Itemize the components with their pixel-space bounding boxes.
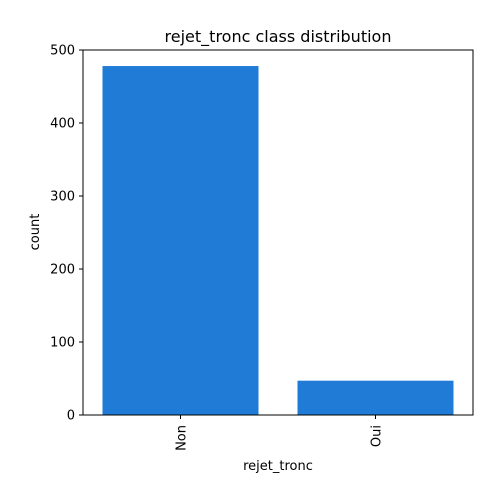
y-tick-label: 200 <box>50 263 75 278</box>
x-tick-label: Oui <box>370 425 385 447</box>
bar-non <box>102 66 259 415</box>
y-tick-label: 400 <box>50 117 75 132</box>
y-tick-label: 500 <box>50 44 75 59</box>
y-tick-label: 0 <box>67 409 75 424</box>
y-axis-ticks: 0 100 200 300 400 500 <box>50 44 83 424</box>
bar-oui <box>297 380 454 415</box>
plot-frame <box>82 49 474 416</box>
y-tick-label: 300 <box>50 190 75 205</box>
chart-title: rejet_tronc class distribution <box>165 27 392 47</box>
y-tick-label: 100 <box>50 336 75 351</box>
x-axis-label: rejet_tronc <box>243 459 313 474</box>
x-axis-ticks: Non Oui <box>175 415 385 451</box>
bars-group <box>102 66 454 415</box>
x-tick-label: Non <box>175 425 190 451</box>
y-axis-label: count <box>28 214 43 251</box>
